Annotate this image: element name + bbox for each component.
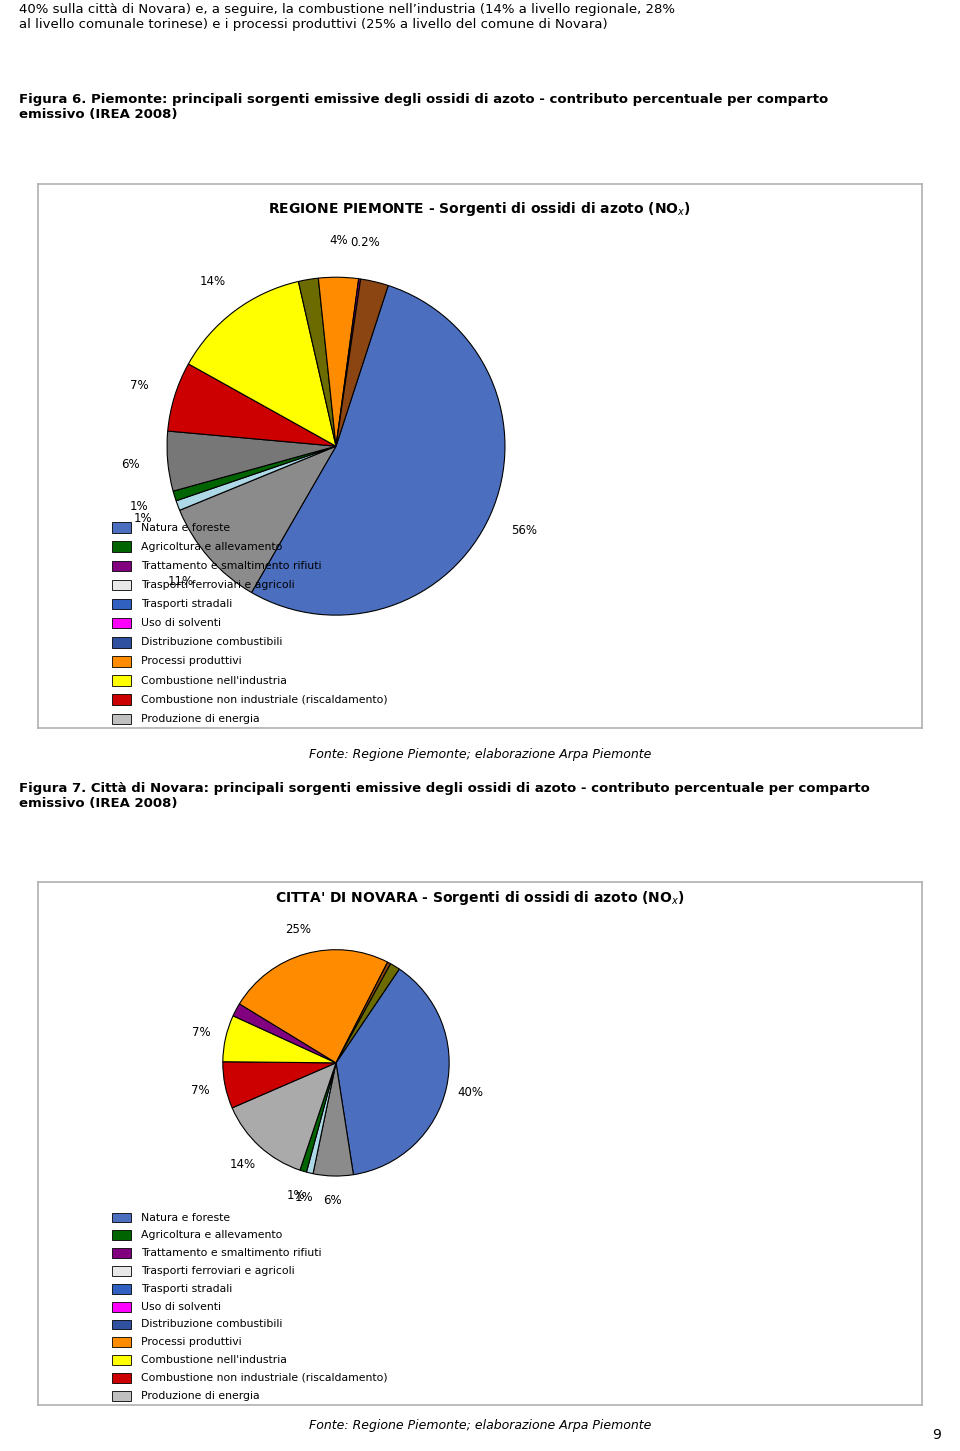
- Text: 9: 9: [932, 1428, 941, 1442]
- Text: Fonte: Regione Piemonte; elaborazione Arpa Piemonte: Fonte: Regione Piemonte; elaborazione Ar…: [309, 749, 651, 760]
- Text: Trattamento e smaltimento rifiuti: Trattamento e smaltimento rifiuti: [141, 562, 322, 570]
- Text: Distribuzione combustibili: Distribuzione combustibili: [141, 1319, 282, 1329]
- Text: CITTA' DI NOVARA - Sorgenti di ossidi di azoto (NO$_{x}$): CITTA' DI NOVARA - Sorgenti di ossidi di…: [276, 889, 684, 907]
- Wedge shape: [188, 281, 336, 445]
- FancyBboxPatch shape: [111, 522, 132, 533]
- Text: Processi produttivi: Processi produttivi: [141, 1338, 242, 1347]
- Wedge shape: [173, 445, 336, 501]
- Text: Trattamento e smaltimento rifiuti: Trattamento e smaltimento rifiuti: [141, 1248, 322, 1258]
- Text: 40%: 40%: [458, 1087, 484, 1100]
- Text: Uso di solventi: Uso di solventi: [141, 1302, 221, 1312]
- Text: Combustione nell'industria: Combustione nell'industria: [141, 1355, 287, 1365]
- FancyBboxPatch shape: [111, 1338, 132, 1347]
- Text: 1%: 1%: [295, 1191, 313, 1204]
- Text: Trasporti stradali: Trasporti stradali: [141, 599, 232, 609]
- Text: 0.2%: 0.2%: [350, 235, 380, 248]
- Wedge shape: [223, 1062, 336, 1109]
- FancyBboxPatch shape: [111, 1302, 132, 1312]
- FancyBboxPatch shape: [111, 695, 132, 705]
- Text: 14%: 14%: [229, 1158, 255, 1171]
- Wedge shape: [168, 364, 336, 445]
- Text: Fonte: Regione Piemonte; elaborazione Arpa Piemonte: Fonte: Regione Piemonte; elaborazione Ar…: [309, 1419, 651, 1432]
- Wedge shape: [336, 963, 399, 1062]
- Text: Natura e foreste: Natura e foreste: [141, 1213, 230, 1223]
- FancyBboxPatch shape: [111, 1230, 132, 1241]
- Wedge shape: [336, 279, 388, 445]
- Text: Processi produttivi: Processi produttivi: [141, 656, 242, 666]
- FancyBboxPatch shape: [111, 1319, 132, 1329]
- Text: 25%: 25%: [286, 923, 312, 936]
- FancyBboxPatch shape: [111, 637, 132, 647]
- FancyBboxPatch shape: [111, 1284, 132, 1294]
- Wedge shape: [300, 1062, 336, 1172]
- Wedge shape: [223, 1016, 336, 1062]
- Wedge shape: [176, 445, 336, 511]
- Text: 1%: 1%: [133, 512, 153, 525]
- Text: 7%: 7%: [192, 1026, 210, 1039]
- Text: Combustione non industriale (riscaldamento): Combustione non industriale (riscaldamen…: [141, 695, 388, 705]
- Wedge shape: [180, 445, 336, 592]
- Wedge shape: [232, 1062, 336, 1170]
- Wedge shape: [306, 1062, 336, 1174]
- Text: Uso di solventi: Uso di solventi: [141, 618, 221, 628]
- Text: Combustione nell'industria: Combustione nell'industria: [141, 676, 287, 685]
- Text: Trasporti ferroviari e agricoli: Trasporti ferroviari e agricoli: [141, 1267, 295, 1275]
- Text: 11%: 11%: [168, 575, 194, 588]
- Text: 1%: 1%: [287, 1188, 305, 1201]
- FancyBboxPatch shape: [111, 541, 132, 551]
- Wedge shape: [319, 277, 359, 445]
- FancyBboxPatch shape: [111, 1373, 132, 1383]
- Text: Trasporti stradali: Trasporti stradali: [141, 1284, 232, 1294]
- Text: 40% sulla città di Novara) e, a seguire, la combustione nell’industria (14% a li: 40% sulla città di Novara) e, a seguire,…: [19, 3, 675, 30]
- Text: 7%: 7%: [130, 379, 149, 392]
- FancyBboxPatch shape: [111, 580, 132, 591]
- FancyBboxPatch shape: [111, 1248, 132, 1258]
- Text: 7%: 7%: [191, 1084, 210, 1097]
- Text: 6%: 6%: [324, 1194, 342, 1207]
- Text: REGIONE PIEMONTE - Sorgenti di ossidi di azoto (NO$_{x}$): REGIONE PIEMONTE - Sorgenti di ossidi di…: [269, 200, 691, 218]
- Wedge shape: [336, 962, 391, 1062]
- Text: Agricoltura e allevamento: Agricoltura e allevamento: [141, 1230, 282, 1241]
- FancyBboxPatch shape: [111, 675, 132, 686]
- Text: Produzione di energia: Produzione di energia: [141, 714, 259, 724]
- Wedge shape: [239, 950, 388, 1062]
- FancyBboxPatch shape: [111, 599, 132, 609]
- Wedge shape: [167, 431, 336, 490]
- Wedge shape: [336, 279, 361, 445]
- Text: Distribuzione combustibili: Distribuzione combustibili: [141, 637, 282, 647]
- Text: 56%: 56%: [512, 524, 538, 537]
- FancyBboxPatch shape: [111, 1390, 132, 1400]
- Wedge shape: [336, 969, 449, 1175]
- Text: Figura 7. Città di Novara: principali sorgenti emissive degli ossidi di azoto - : Figura 7. Città di Novara: principali so…: [19, 782, 870, 810]
- Text: Agricoltura e allevamento: Agricoltura e allevamento: [141, 541, 282, 551]
- Text: 6%: 6%: [121, 459, 140, 472]
- Text: Produzione di energia: Produzione di energia: [141, 1390, 259, 1400]
- Text: 14%: 14%: [200, 274, 226, 287]
- FancyBboxPatch shape: [111, 1267, 132, 1275]
- Wedge shape: [252, 286, 505, 615]
- Text: Natura e foreste: Natura e foreste: [141, 522, 230, 533]
- Text: Combustione non industriale (riscaldamento): Combustione non industriale (riscaldamen…: [141, 1373, 388, 1383]
- Text: 1%: 1%: [130, 501, 149, 514]
- Text: 4%: 4%: [330, 234, 348, 247]
- Wedge shape: [313, 1062, 353, 1175]
- Wedge shape: [299, 279, 336, 445]
- FancyBboxPatch shape: [111, 714, 132, 724]
- Text: Trasporti ferroviari e agricoli: Trasporti ferroviari e agricoli: [141, 580, 295, 591]
- Wedge shape: [233, 1004, 336, 1062]
- FancyBboxPatch shape: [111, 618, 132, 628]
- FancyBboxPatch shape: [111, 656, 132, 666]
- FancyBboxPatch shape: [111, 560, 132, 572]
- Text: Figura 6. Piemonte: principali sorgenti emissive degli ossidi di azoto - contrib: Figura 6. Piemonte: principali sorgenti …: [19, 93, 828, 120]
- FancyBboxPatch shape: [111, 1213, 132, 1223]
- FancyBboxPatch shape: [111, 1355, 132, 1365]
